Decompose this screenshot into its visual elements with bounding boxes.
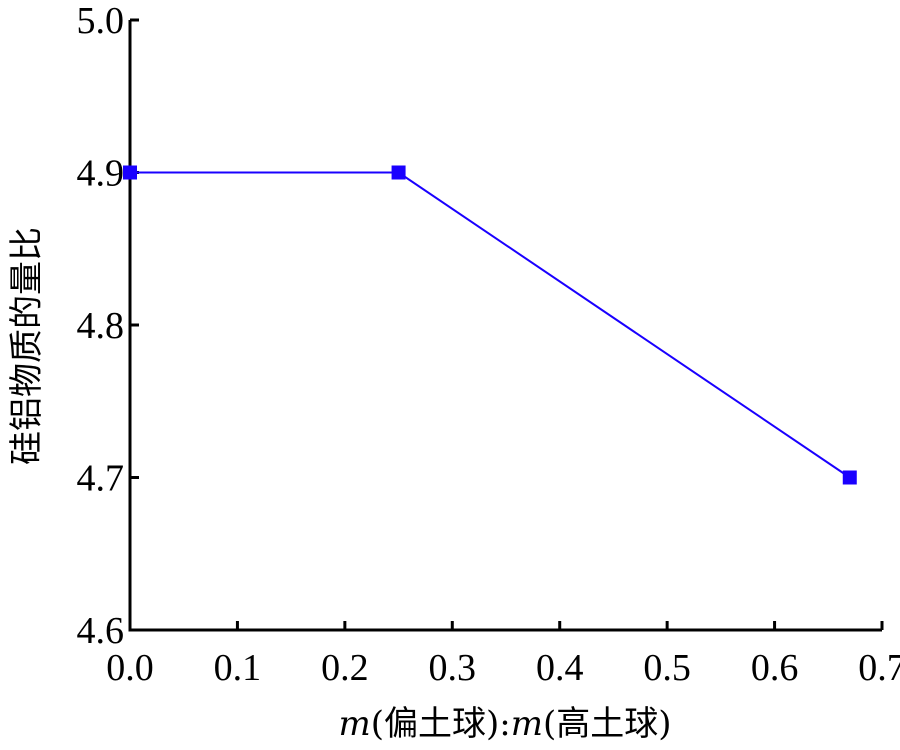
x-axis-title-part2: (高土球)	[543, 704, 672, 744]
x-axis-title-colon: :	[499, 704, 510, 744]
y-tick-label: 4.8	[77, 305, 125, 347]
x-axis-title-part1: (偏土球)	[371, 704, 500, 744]
axes	[128, 20, 882, 632]
x-tick-label: 0.7	[858, 647, 900, 689]
data-point	[391, 165, 406, 180]
x-tick-label: 0.0	[106, 647, 154, 689]
data-point	[842, 470, 857, 485]
y-tick-label: 4.6	[77, 610, 125, 652]
x-axis-title: m(偏土球):m(高土球)	[338, 704, 671, 744]
x-tick-label: 0.3	[429, 647, 477, 689]
x-tick-label: 0.2	[321, 647, 369, 689]
series-line	[130, 171, 851, 479]
x-tick-label: 0.1	[214, 647, 262, 689]
x-tick-label: 0.5	[643, 647, 691, 689]
x-tick-label: 0.4	[536, 647, 584, 689]
x-tick-label: 0.6	[751, 647, 799, 689]
x-axis-title-m2: m	[511, 704, 543, 744]
ticks: 0.0 0.1 0.2 0.3 0.4 0.5 0.6 0.7 4.6 4.7 4.8 4.9 5.0	[77, 0, 900, 689]
y-tick-label: 5.0	[77, 0, 125, 42]
series-layer	[123, 165, 857, 485]
data-point	[123, 165, 137, 180]
x-axis-title-m1: m	[338, 704, 370, 744]
y-tick-label: 4.9	[77, 153, 125, 195]
y-axis-title: 硅铝物质的量比	[7, 227, 47, 465]
y-tick-label: 4.7	[77, 458, 125, 500]
